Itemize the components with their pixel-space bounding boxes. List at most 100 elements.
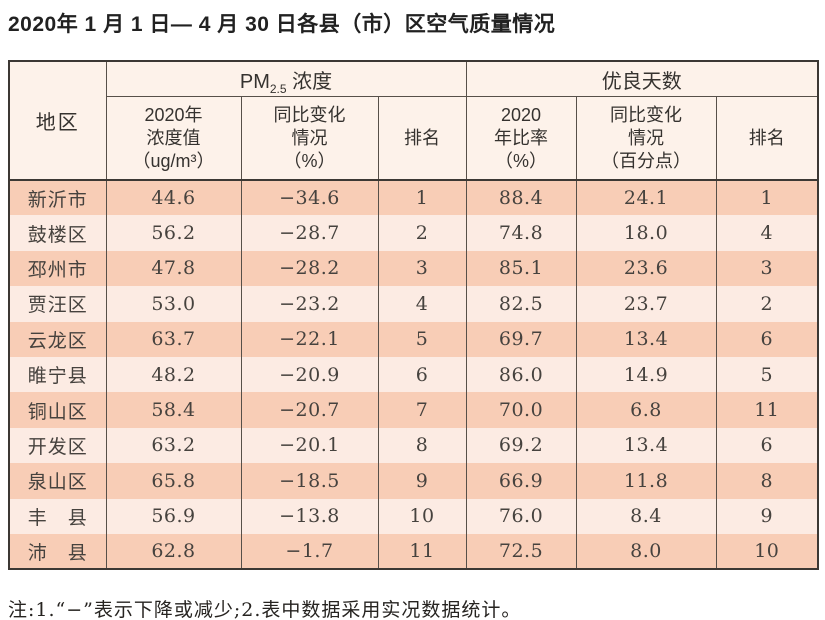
good-days-ratio-cell: 69.7 xyxy=(465,321,577,357)
pm25-change-cell: −18.5 xyxy=(240,463,379,499)
good-days-rank-cell: 8 xyxy=(715,463,819,499)
pm25-value-cell: 58.4 xyxy=(105,392,242,428)
header-good-days-rank: 排名 xyxy=(715,96,819,181)
pm25-rank-cell: 9 xyxy=(377,463,467,499)
header-line: 2020年 xyxy=(144,104,203,125)
region-cell: 丰 县 xyxy=(8,498,107,534)
pm25-value-cell: 62.8 xyxy=(105,533,242,570)
pm25-value-cell: 63.7 xyxy=(105,321,242,357)
good-days-ratio-cell: 72.5 xyxy=(465,533,577,570)
pm25-rank-cell: 5 xyxy=(377,321,467,357)
header-pm25-rank: 排名 xyxy=(377,96,467,181)
pm25-change-cell: −28.7 xyxy=(240,215,379,251)
good-days-ratio-cell: 66.9 xyxy=(465,463,577,499)
header-pm25-value: 2020年 浓度值 （ug/m³） xyxy=(105,96,242,181)
region-cell: 云龙区 xyxy=(8,321,107,357)
table-row: 丰 县 56.9 −13.8 10 76.0 8.4 9 xyxy=(8,498,819,534)
page-title: 2020年 1 月 1 日— 4 月 30 日各县（市）区空气质量情况 xyxy=(8,13,556,36)
pm25-rank-cell: 7 xyxy=(377,392,467,428)
table-row: 新沂市 44.6 −34.6 1 88.4 24.1 1 xyxy=(8,180,819,216)
good-days-rank-cell: 11 xyxy=(715,392,819,428)
pm25-value-cell: 44.6 xyxy=(105,180,242,216)
header-line: 浓度值 xyxy=(146,127,201,148)
pm25-change-cell: −20.9 xyxy=(240,356,379,393)
header-line: （百分点） xyxy=(601,150,692,171)
header-group-row: 地区 PM2.5 浓度 优良天数 xyxy=(8,61,819,181)
table-header: 地区 PM2.5 浓度 优良天数 2020年 浓度值 （ug/m³） 同比变化 … xyxy=(8,61,819,181)
pm25-value-cell: 48.2 xyxy=(105,356,242,393)
header-line: 情况 xyxy=(291,127,328,148)
header-pm25-group: PM2.5 浓度 xyxy=(105,61,467,97)
good-days-change-cell: 8.4 xyxy=(575,498,717,534)
good-days-ratio-cell: 70.0 xyxy=(465,392,577,428)
header-good-days-ratio: 2020 年比率 （%） xyxy=(465,96,577,181)
region-cell: 新沂市 xyxy=(8,180,107,216)
pm25-value-cell: 56.9 xyxy=(105,498,242,534)
pm25-change-cell: −22.1 xyxy=(240,321,379,357)
good-days-rank-cell: 5 xyxy=(715,356,819,393)
good-days-rank-cell: 10 xyxy=(715,533,819,570)
header-good-days-group: 优良天数 xyxy=(465,61,819,97)
header-line: （ug/m³） xyxy=(132,150,215,171)
good-days-rank-cell: 2 xyxy=(715,286,819,322)
region-cell: 邳州市 xyxy=(8,250,107,287)
good-days-ratio-cell: 74.8 xyxy=(465,215,577,251)
pm25-change-cell: −20.1 xyxy=(240,427,379,464)
region-cell: 鼓楼区 xyxy=(8,215,107,251)
region-cell: 开发区 xyxy=(8,427,107,464)
pm25-change-cell: −1.7 xyxy=(240,533,379,570)
good-days-ratio-cell: 76.0 xyxy=(465,498,577,534)
pm25-value-cell: 65.8 xyxy=(105,463,242,499)
good-days-change-cell: 13.4 xyxy=(575,427,717,464)
header-good-days-change: 同比变化 情况 （百分点） xyxy=(575,96,717,181)
good-days-rank-cell: 1 xyxy=(715,180,819,216)
good-days-rank-cell: 4 xyxy=(715,215,819,251)
good-days-rank-cell: 6 xyxy=(715,321,819,357)
good-days-ratio-cell: 69.2 xyxy=(465,427,577,464)
pm25-rank-cell: 8 xyxy=(377,427,467,464)
pm25-change-cell: −20.7 xyxy=(240,392,379,428)
good-days-rank-cell: 9 xyxy=(715,498,819,534)
pm25-change-cell: −13.8 xyxy=(240,498,379,534)
table-row: 开发区 63.2 −20.1 8 69.2 13.4 6 xyxy=(8,427,819,464)
pm25-rank-cell: 4 xyxy=(377,286,467,322)
good-days-change-cell: 14.9 xyxy=(575,356,717,393)
table-row: 铜山区 58.4 −20.7 7 70.0 6.8 11 xyxy=(8,392,819,428)
good-days-change-cell: 23.6 xyxy=(575,250,717,287)
pm25-change-cell: −23.2 xyxy=(240,286,379,322)
table-row: 睢宁县 48.2 −20.9 6 86.0 14.9 5 xyxy=(8,356,819,393)
good-days-rank-cell: 6 xyxy=(715,427,819,464)
good-days-change-cell: 13.4 xyxy=(575,321,717,357)
header-line: 年比率 xyxy=(494,127,549,148)
table-row: 泉山区 65.8 −18.5 9 66.9 11.8 8 xyxy=(8,463,819,499)
pm25-rank-cell: 11 xyxy=(377,533,467,570)
pm25-rank-cell: 1 xyxy=(377,180,467,216)
good-days-ratio-cell: 88.4 xyxy=(465,180,577,216)
table-row: 贾汪区 53.0 −23.2 4 82.5 23.7 2 xyxy=(8,286,819,322)
region-cell: 沛 县 xyxy=(8,533,107,570)
region-cell: 贾汪区 xyxy=(8,286,107,322)
good-days-change-cell: 11.8 xyxy=(575,463,717,499)
pm25-rank-cell: 3 xyxy=(377,250,467,287)
pm25-rank-cell: 6 xyxy=(377,356,467,393)
table-body: 新沂市 44.6 −34.6 1 88.4 24.1 1 鼓楼区 56.2 −28.7 2 74.8 1… xyxy=(8,180,819,570)
good-days-ratio-cell: 85.1 xyxy=(465,250,577,287)
pm25-value-cell: 53.0 xyxy=(105,286,242,322)
good-days-rank-cell: 3 xyxy=(715,250,819,287)
pm25-label-suffix: 浓度 xyxy=(286,70,333,93)
region-cell: 泉山区 xyxy=(8,463,107,499)
good-days-change-cell: 23.7 xyxy=(575,286,717,322)
table-row: 邳州市 47.8 −28.2 3 85.1 23.6 3 xyxy=(8,250,819,287)
pm25-label-prefix: PM xyxy=(239,70,270,93)
pm25-change-cell: −34.6 xyxy=(240,180,379,216)
footnote: 注:1.“−”表示下降或减少;2.表中数据采用实况数据统计。 xyxy=(8,599,522,620)
good-days-change-cell: 8.0 xyxy=(575,533,717,570)
header-line: （%） xyxy=(495,150,548,171)
header-line: 同比变化 xyxy=(610,104,683,125)
pm25-value-cell: 56.2 xyxy=(105,215,242,251)
table-row: 鼓楼区 56.2 −28.7 2 74.8 18.0 4 xyxy=(8,215,819,251)
pm25-rank-cell: 2 xyxy=(377,215,467,251)
pm25-value-cell: 47.8 xyxy=(105,250,242,287)
header-line: 情况 xyxy=(628,127,665,148)
